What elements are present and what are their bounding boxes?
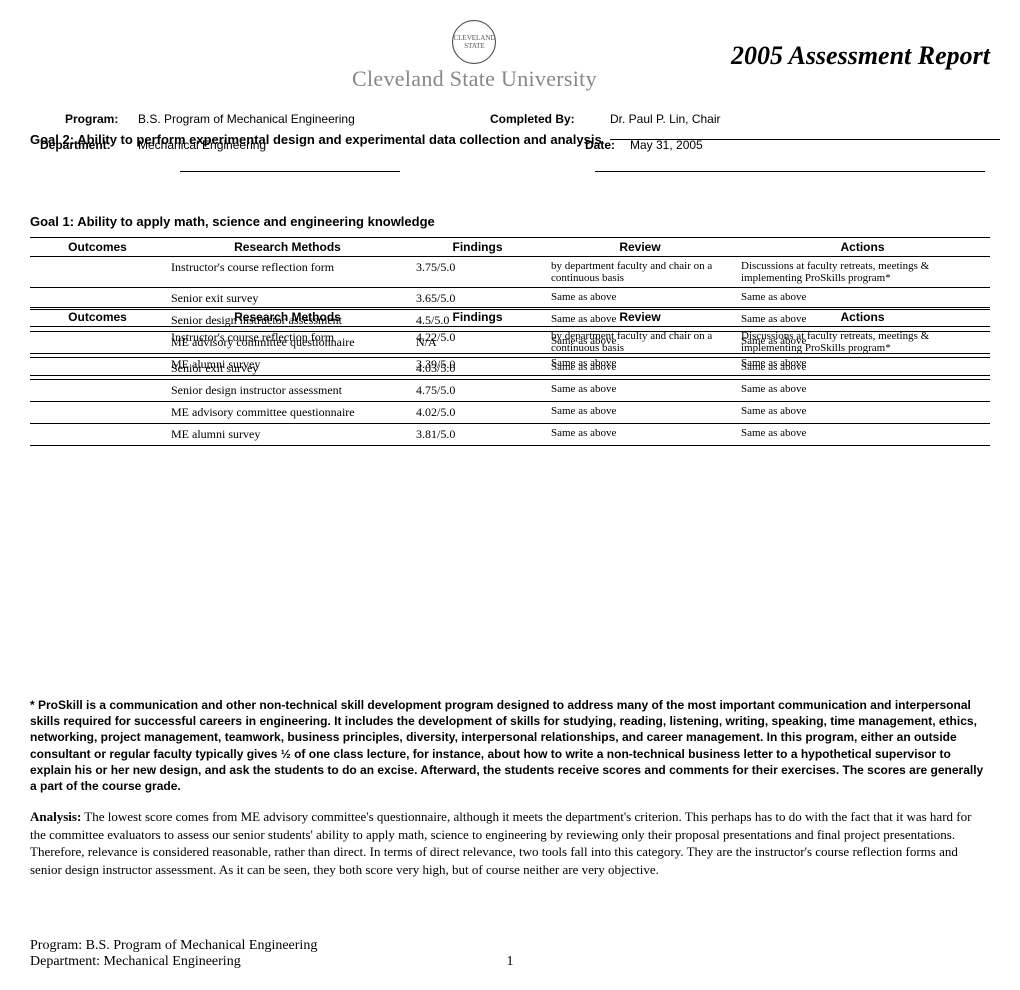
col-research: Research Methods (165, 238, 410, 257)
completed-label: Completed By: (490, 112, 575, 126)
cell-finding: 3.81/5.0 (410, 424, 545, 446)
col-actions: Actions (735, 238, 990, 257)
cell-review: Same as above (545, 402, 735, 424)
cell-outcome (30, 327, 165, 358)
analysis-label: Analysis: (30, 809, 81, 824)
meta-block: Program: B.S. Program of Mechanical Engi… (30, 112, 990, 212)
cell-method: Senior exit survey (165, 358, 410, 380)
col-research: Research Methods (165, 308, 410, 327)
analysis-paragraph: Analysis: The lowest score comes from ME… (30, 808, 990, 878)
col-actions: Actions (735, 308, 990, 327)
page-header: CLEVELAND STATE Cleveland State Universi… (30, 20, 990, 92)
completed-value: Dr. Paul P. Lin, Chair (610, 112, 721, 126)
cell-action: Same as above (735, 402, 990, 424)
col-findings: Findings (410, 308, 545, 327)
cell-method: Senior design instructor assessment (165, 380, 410, 402)
program-label: Program: (65, 112, 118, 126)
assessment-table-1: Outcomes Research Methods Findings Revie… (30, 307, 990, 446)
program-value: B.S. Program of Mechanical Engineering (138, 112, 355, 126)
report-title: 2005 Assessment Report (719, 41, 990, 71)
cell-review: Same as above (545, 424, 735, 446)
university-seal-icon: CLEVELAND STATE (452, 20, 496, 64)
goal-1-title: Goal 1: Ability to apply math, science a… (30, 214, 990, 229)
page-number: 1 (507, 954, 514, 970)
col-findings: Findings (410, 238, 545, 257)
cell-finding: 4.22/5.0 (410, 327, 545, 358)
table-row: Senior exit survey4.03/5.0Same as aboveS… (30, 358, 990, 380)
cell-outcome (30, 424, 165, 446)
cell-review: Same as above (545, 358, 735, 380)
cell-review: by department faculty and chair on a con… (545, 257, 735, 288)
cell-finding: 4.02/5.0 (410, 402, 545, 424)
cell-action: Same as above (735, 424, 990, 446)
table-row: ME advisory committee questionnaire4.02/… (30, 402, 990, 424)
table-row: ME alumni survey3.81/5.0Same as aboveSam… (30, 424, 990, 446)
page-footer: Program: B.S. Program of Mechanical Engi… (30, 938, 990, 970)
col-review: Review (545, 238, 735, 257)
cell-review: Same as above (545, 380, 735, 402)
cell-action: Same as above (735, 380, 990, 402)
underline-field (595, 158, 985, 172)
col-review: Review (545, 308, 735, 327)
table-row: Instructor's course reflection form4.22/… (30, 327, 990, 358)
cell-action: Discussions at faculty retreats, meeting… (735, 257, 990, 288)
analysis-text: The lowest score comes from ME advisory … (30, 809, 971, 877)
cell-action: Same as above (735, 358, 990, 380)
cell-outcome (30, 257, 165, 288)
tables-overlay: Outcomes Research Methods Findings Revie… (30, 237, 990, 497)
university-name: Cleveland State University (230, 66, 719, 92)
cell-method: Instructor's course reflection form (165, 257, 410, 288)
underline-field (180, 158, 400, 172)
table-row: Senior design instructor assessment4.75/… (30, 380, 990, 402)
col-outcomes: Outcomes (30, 238, 165, 257)
cell-finding: 4.75/5.0 (410, 380, 545, 402)
cell-finding: 3.75/5.0 (410, 257, 545, 288)
goal-2-title: Goal 2: Ability to perform experimental … (30, 132, 602, 147)
table-row: Instructor's course reflection form3.75/… (30, 257, 990, 288)
footer-program: Program: B.S. Program of Mechanical Engi… (30, 938, 990, 954)
date-value: May 31, 2005 (630, 138, 703, 152)
cell-finding: 4.03/5.0 (410, 358, 545, 380)
cell-action: Discussions at faculty retreats, meeting… (735, 327, 990, 358)
cell-outcome (30, 402, 165, 424)
cell-method: ME advisory committee questionnaire (165, 402, 410, 424)
cell-outcome (30, 380, 165, 402)
cell-method: ME alumni survey (165, 424, 410, 446)
cell-review: by department faculty and chair on a con… (545, 327, 735, 358)
cell-method: Instructor's course reflection form (165, 327, 410, 358)
cell-outcome (30, 358, 165, 380)
logo-area: CLEVELAND STATE Cleveland State Universi… (230, 20, 719, 92)
col-outcomes: Outcomes (30, 308, 165, 327)
proskill-footnote: * ProSkill is a communication and other … (30, 697, 990, 794)
